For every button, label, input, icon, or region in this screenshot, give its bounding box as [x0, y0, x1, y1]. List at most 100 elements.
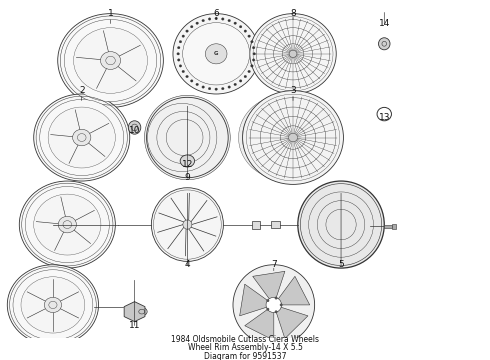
Ellipse shape: [228, 19, 230, 22]
Ellipse shape: [252, 59, 255, 61]
Ellipse shape: [205, 44, 227, 64]
Ellipse shape: [34, 194, 101, 255]
Ellipse shape: [13, 270, 93, 340]
Ellipse shape: [191, 80, 193, 82]
Ellipse shape: [183, 220, 192, 229]
Ellipse shape: [221, 87, 224, 90]
Polygon shape: [124, 302, 145, 321]
Ellipse shape: [215, 88, 218, 90]
Text: 5: 5: [338, 260, 344, 269]
Ellipse shape: [202, 19, 204, 22]
Text: 2: 2: [79, 86, 85, 95]
Ellipse shape: [248, 35, 250, 37]
Text: Diagram for 9591537: Diagram for 9591537: [204, 352, 286, 360]
Ellipse shape: [253, 53, 255, 55]
Text: 1: 1: [108, 9, 113, 18]
Ellipse shape: [215, 17, 218, 20]
Ellipse shape: [177, 59, 180, 61]
Text: Wheel Rim Assembly-14 X 5.5: Wheel Rim Assembly-14 X 5.5: [188, 343, 302, 352]
Ellipse shape: [177, 53, 179, 55]
Ellipse shape: [44, 297, 62, 312]
Ellipse shape: [173, 14, 259, 94]
Ellipse shape: [250, 65, 253, 67]
Ellipse shape: [147, 97, 228, 178]
Text: 12: 12: [182, 160, 193, 169]
Ellipse shape: [298, 181, 384, 268]
Ellipse shape: [208, 87, 211, 90]
Ellipse shape: [233, 265, 315, 345]
Ellipse shape: [73, 129, 91, 146]
Ellipse shape: [34, 94, 130, 181]
Ellipse shape: [252, 46, 255, 49]
Ellipse shape: [128, 121, 141, 134]
Text: 3: 3: [290, 86, 296, 95]
Ellipse shape: [186, 30, 188, 32]
Ellipse shape: [275, 297, 277, 299]
Ellipse shape: [248, 70, 250, 73]
Ellipse shape: [221, 18, 224, 20]
Ellipse shape: [58, 14, 163, 107]
Polygon shape: [276, 307, 308, 338]
Polygon shape: [253, 271, 285, 299]
Polygon shape: [240, 284, 268, 316]
Ellipse shape: [179, 41, 182, 43]
Ellipse shape: [228, 86, 230, 88]
Ellipse shape: [239, 95, 329, 180]
Ellipse shape: [250, 14, 336, 94]
Ellipse shape: [183, 23, 250, 85]
Ellipse shape: [280, 304, 282, 306]
Ellipse shape: [21, 277, 85, 333]
Ellipse shape: [145, 95, 230, 180]
Ellipse shape: [179, 65, 182, 67]
Ellipse shape: [41, 105, 112, 170]
Ellipse shape: [58, 216, 76, 233]
Ellipse shape: [244, 75, 246, 78]
Text: 14: 14: [379, 19, 390, 28]
Ellipse shape: [27, 193, 98, 257]
Bar: [252, 221, 260, 229]
Ellipse shape: [48, 107, 115, 168]
Ellipse shape: [177, 46, 180, 49]
Ellipse shape: [64, 19, 157, 102]
Ellipse shape: [25, 186, 109, 263]
Ellipse shape: [244, 30, 246, 32]
Text: 1984 Oldsmobile Cutlass Ciera Wheels: 1984 Oldsmobile Cutlass Ciera Wheels: [171, 335, 319, 344]
Text: 7: 7: [271, 260, 277, 269]
Ellipse shape: [15, 275, 82, 334]
Ellipse shape: [250, 41, 253, 43]
Text: 4: 4: [185, 260, 190, 269]
Ellipse shape: [266, 297, 282, 312]
Text: 13: 13: [378, 113, 390, 122]
Text: 6: 6: [213, 9, 219, 18]
Polygon shape: [278, 276, 310, 305]
Ellipse shape: [191, 26, 193, 28]
Ellipse shape: [267, 308, 269, 310]
Text: 8: 8: [290, 9, 296, 18]
Ellipse shape: [243, 99, 325, 176]
Ellipse shape: [182, 35, 185, 37]
Ellipse shape: [239, 26, 242, 28]
Ellipse shape: [186, 75, 188, 78]
Ellipse shape: [380, 110, 389, 118]
Bar: [392, 224, 396, 229]
Bar: [271, 221, 280, 228]
Ellipse shape: [239, 80, 242, 82]
Ellipse shape: [243, 91, 343, 184]
Ellipse shape: [27, 193, 98, 257]
Ellipse shape: [289, 50, 297, 58]
Ellipse shape: [100, 51, 121, 69]
Ellipse shape: [289, 133, 297, 142]
Text: G: G: [214, 51, 219, 56]
Ellipse shape: [196, 83, 198, 86]
Ellipse shape: [136, 307, 147, 316]
Ellipse shape: [196, 22, 198, 24]
Ellipse shape: [151, 188, 223, 261]
Ellipse shape: [7, 265, 98, 345]
Ellipse shape: [15, 275, 82, 334]
Ellipse shape: [202, 86, 204, 88]
Ellipse shape: [234, 83, 237, 86]
Text: 10: 10: [129, 126, 140, 135]
Ellipse shape: [19, 181, 115, 268]
Ellipse shape: [267, 300, 269, 302]
Bar: [384, 225, 392, 228]
